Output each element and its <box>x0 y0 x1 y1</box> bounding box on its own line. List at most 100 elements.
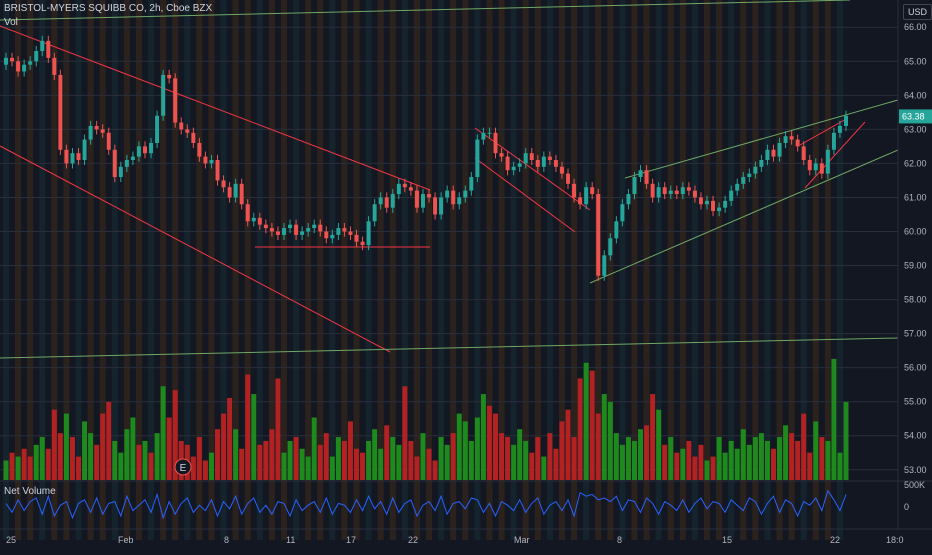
volume-bar <box>734 448 740 480</box>
volume-bar <box>589 370 595 480</box>
volume-bar <box>698 444 704 480</box>
candle-body <box>420 194 425 208</box>
volume-bar <box>704 460 710 480</box>
session-stripe <box>631 0 638 540</box>
volume-bar <box>293 437 299 480</box>
net-volume-tick-label: 500K <box>904 480 925 490</box>
candle-body <box>493 132 498 154</box>
trendline-channel-red <box>474 157 576 233</box>
candle-body <box>433 197 438 215</box>
trendline-green <box>0 0 851 21</box>
time-tick-label: 15 <box>722 535 732 545</box>
session-stripe <box>160 0 167 540</box>
volume-bar <box>801 413 807 480</box>
volume-bar <box>233 429 239 480</box>
candle-body <box>759 160 764 167</box>
volume-bar <box>323 433 329 480</box>
volume-bar <box>33 444 39 480</box>
volume-bar <box>190 456 196 480</box>
volume-bar <box>825 440 831 480</box>
earnings-label: E <box>180 463 187 474</box>
trendline-green <box>589 149 899 284</box>
volume-bar <box>644 425 650 480</box>
session-stripe <box>111 0 118 540</box>
volume-bar <box>680 448 686 480</box>
candle-body <box>167 74 172 79</box>
candle-body <box>499 153 504 157</box>
candle-body <box>300 231 305 235</box>
volume-bar <box>601 394 607 480</box>
candle-body <box>680 187 685 195</box>
volume-bar <box>777 437 783 480</box>
candle-body <box>354 234 359 242</box>
candle-body <box>306 228 311 232</box>
session-stripe <box>220 0 227 540</box>
last-price-badge <box>899 109 932 124</box>
volume-bar <box>239 448 245 480</box>
candle-body <box>553 160 558 167</box>
volume-bar <box>607 401 613 480</box>
volume-bar <box>583 362 589 480</box>
candle-body <box>427 194 432 198</box>
volume-bar <box>577 378 583 480</box>
candle-body <box>668 190 673 195</box>
candle-body <box>705 200 710 205</box>
volume-bar <box>656 409 662 480</box>
volume-bar <box>456 413 462 480</box>
session-stripe <box>764 0 771 540</box>
volume-bar <box>480 394 486 480</box>
candle-body <box>124 160 129 167</box>
session-stripe <box>655 0 662 540</box>
volume-bar <box>414 456 420 480</box>
candle-body <box>239 183 244 205</box>
candle-body <box>275 231 280 235</box>
candle-body <box>614 221 619 239</box>
volume-bar <box>130 417 136 480</box>
volume-bar <box>511 444 517 480</box>
candle-body <box>475 139 480 178</box>
volume-bar <box>341 440 347 480</box>
candle-body <box>10 57 15 62</box>
session-stripe <box>196 0 203 540</box>
candle-body <box>529 153 534 160</box>
session-stripe <box>558 0 565 540</box>
volume-bar <box>668 437 674 480</box>
volume-bar <box>837 452 843 480</box>
volume-bar <box>450 433 456 480</box>
volume-bar <box>118 452 124 480</box>
volume-bar <box>819 437 825 480</box>
candle-body <box>644 170 649 184</box>
candle-body <box>215 160 220 181</box>
volume-bar <box>305 456 311 480</box>
candle-body <box>4 57 8 65</box>
session-stripe <box>426 0 433 540</box>
volume-bar <box>619 444 625 480</box>
session-stripe <box>268 0 275 540</box>
candle-body <box>179 122 184 130</box>
volume-bar <box>789 433 795 480</box>
currency-badge[interactable]: USD <box>903 4 932 20</box>
volume-bar <box>486 405 492 480</box>
session-stripe <box>438 0 445 540</box>
time-tick-label: 11 <box>286 535 295 545</box>
volume-bar <box>468 440 474 480</box>
volume-bar <box>692 456 698 480</box>
volume-bar <box>366 440 372 480</box>
time-tick-label: 22 <box>408 535 418 545</box>
earnings-circle <box>174 458 192 476</box>
candle-body <box>566 173 571 184</box>
volume-bar <box>390 437 396 480</box>
trendline-green <box>0 337 899 359</box>
candle-body <box>372 204 377 222</box>
price-tick-label: 66.00 <box>904 22 927 32</box>
candle-body <box>245 204 250 222</box>
candle-body <box>288 224 293 229</box>
candle-body <box>318 224 323 232</box>
volume-bar <box>82 421 88 480</box>
time-tick-label: Mar <box>514 535 530 545</box>
volume-bar <box>269 429 275 480</box>
net-volume-tick-label: 0 <box>904 502 909 512</box>
candle-body <box>650 183 655 198</box>
candle-body <box>729 190 734 201</box>
